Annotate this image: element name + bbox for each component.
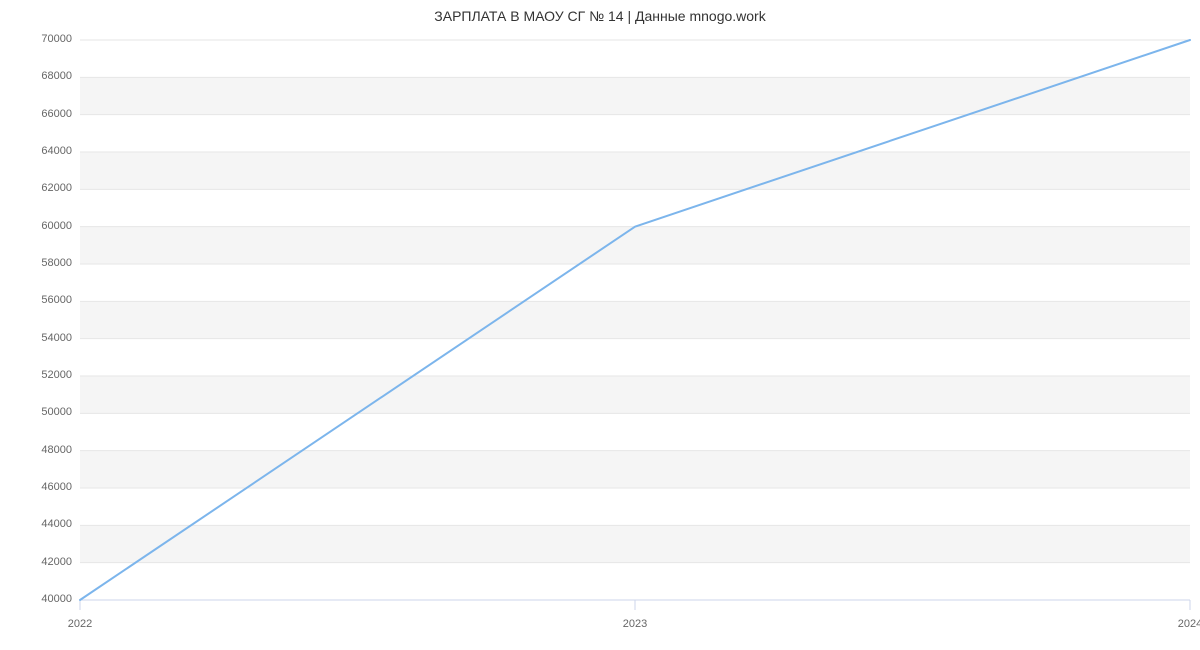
y-tick-label: 40000: [41, 593, 72, 605]
y-tick-label: 70000: [41, 33, 72, 45]
y-tick-label: 50000: [41, 406, 72, 418]
y-tick-label: 46000: [41, 481, 72, 493]
y-tick-label: 48000: [41, 444, 72, 456]
y-tick-label: 54000: [41, 332, 72, 344]
y-tick-label: 60000: [41, 220, 72, 232]
y-tick-label: 58000: [41, 257, 72, 269]
chart-container: ЗАРПЛАТА В МАОУ СГ № 14 | Данные mnogo.w…: [0, 0, 1200, 650]
chart-svg: [0, 0, 1200, 650]
x-tick-label: 2024: [1178, 618, 1200, 630]
x-tick-label: 2023: [623, 618, 647, 630]
y-tick-label: 64000: [41, 145, 72, 157]
y-tick-label: 66000: [41, 108, 72, 120]
y-tick-label: 56000: [41, 294, 72, 306]
y-tick-label: 68000: [41, 70, 72, 82]
y-tick-label: 52000: [41, 369, 72, 381]
x-tick-label: 2022: [68, 618, 92, 630]
y-tick-label: 44000: [41, 518, 72, 530]
y-tick-label: 62000: [41, 182, 72, 194]
y-tick-label: 42000: [41, 556, 72, 568]
